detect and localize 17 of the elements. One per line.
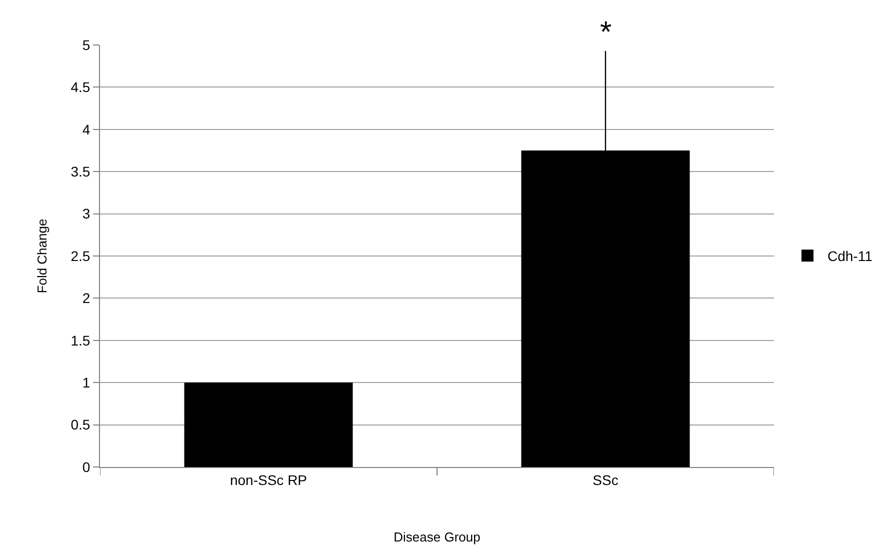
y-tick-label: 1.5 bbox=[70, 332, 90, 348]
y-tick-label: 0.5 bbox=[70, 416, 90, 433]
y-tick-label: 4 bbox=[82, 121, 90, 138]
y-tick-label: 1 bbox=[82, 374, 90, 390]
y-tick-label: 4.5 bbox=[70, 79, 90, 96]
y-tick-label: 0 bbox=[82, 458, 90, 475]
x-tick-label: non-SSc RP bbox=[230, 472, 308, 488]
y-tick-label: 5 bbox=[82, 36, 90, 53]
legend-label: Cdh-11 bbox=[827, 248, 873, 264]
y-axis-title: Fold Change bbox=[34, 218, 50, 294]
y-tick-label: 2.5 bbox=[70, 248, 90, 264]
annotation: * bbox=[600, 16, 612, 49]
y-tick-label: 3.5 bbox=[70, 164, 90, 180]
x-axis-title: Disease Group bbox=[394, 529, 480, 544]
y-tick-label: 2 bbox=[82, 290, 90, 306]
y-tick-label: 3 bbox=[82, 206, 90, 222]
x-tick-label: SSc bbox=[592, 472, 618, 488]
